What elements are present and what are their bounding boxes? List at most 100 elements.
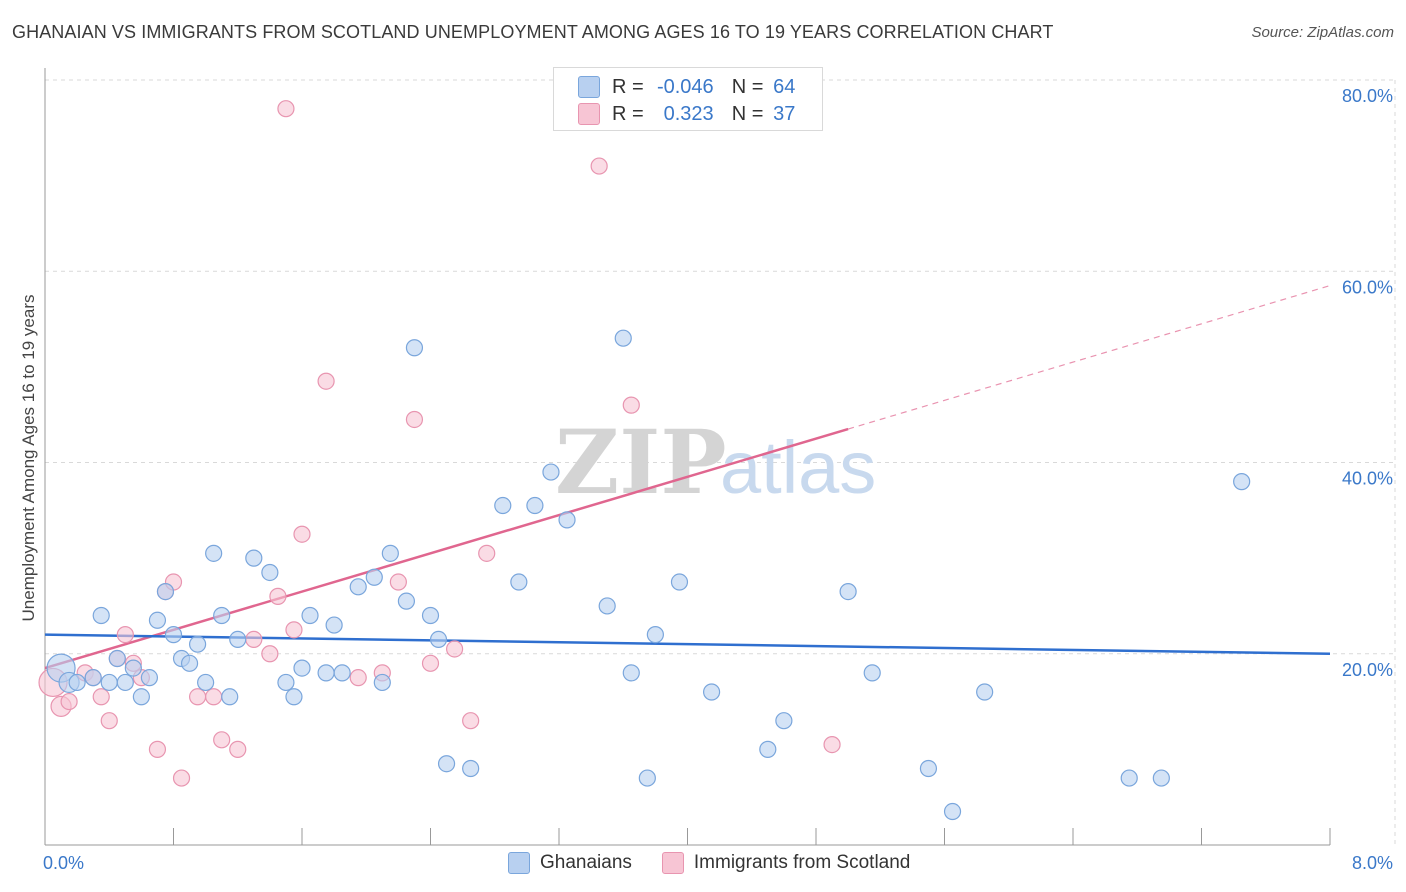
ghanaians-point bbox=[213, 606, 231, 625]
axes bbox=[44, 68, 1331, 846]
ghanaians-point bbox=[156, 582, 175, 601]
series-label-scotland[interactable]: Immigrants from Scotland bbox=[693, 852, 911, 873]
ghanaians-point bbox=[421, 606, 440, 625]
scotland-point bbox=[349, 669, 367, 687]
correlation-legend: R = -0.046 N = 64 R = 0.323 N = 37 bbox=[553, 67, 823, 131]
legend-n-label: N = bbox=[731, 75, 764, 98]
ghanaians-point bbox=[510, 573, 528, 591]
scotland-point bbox=[269, 587, 287, 605]
ghanaians-point bbox=[775, 712, 793, 730]
ghanaians-point bbox=[188, 635, 207, 653]
watermark-zip: ZIP bbox=[555, 410, 727, 514]
legend-n-label: N = bbox=[731, 102, 764, 125]
ghanaians-point bbox=[84, 669, 102, 687]
ghanaians-point bbox=[397, 592, 416, 610]
scotland-point bbox=[205, 688, 223, 706]
ghanaians-point bbox=[100, 673, 118, 692]
legend-row-ghanaians: R = -0.046 N = 64 bbox=[578, 74, 795, 100]
ghanaians-points bbox=[46, 329, 1251, 821]
scotland-point bbox=[405, 410, 424, 429]
scotland-point bbox=[293, 525, 311, 543]
chart-title: GHANAIAN VS IMMIGRANTS FROM SCOTLAND UNE… bbox=[12, 22, 1054, 42]
ghanaians-point bbox=[140, 669, 159, 687]
y-tick-label: 40.0% bbox=[1342, 469, 1393, 489]
ghanaians-point bbox=[285, 688, 303, 706]
ghanaians-point bbox=[116, 673, 134, 692]
scotland-point bbox=[100, 712, 118, 730]
ghanaians-point bbox=[839, 582, 857, 601]
ghanaians-point bbox=[622, 664, 640, 682]
ghanaians-point bbox=[759, 740, 777, 758]
ghanaians-point bbox=[638, 769, 656, 787]
source-credit: Source: ZipAtlas.com bbox=[1251, 24, 1394, 41]
ghanaians-point bbox=[943, 802, 962, 821]
watermark-atlas: atlas bbox=[720, 426, 876, 509]
ghanaians-point bbox=[558, 511, 576, 529]
legend-r-value: 0.323 bbox=[663, 102, 714, 125]
scotland-point bbox=[285, 621, 303, 639]
legend-r-label: R = bbox=[612, 75, 644, 98]
scotland-point bbox=[188, 688, 207, 706]
scotland-point bbox=[445, 640, 464, 658]
ghanaians-point bbox=[494, 496, 512, 515]
ghanaians-point bbox=[124, 659, 142, 677]
ghanaians-point bbox=[92, 606, 110, 625]
series-swatch-ghanaians[interactable] bbox=[508, 852, 530, 874]
scotland-point bbox=[823, 735, 841, 754]
ghanaians-point bbox=[1233, 473, 1251, 491]
ghanaians-point bbox=[333, 664, 351, 682]
ghanaians-point bbox=[245, 549, 263, 567]
ghanaians-point bbox=[863, 664, 881, 682]
legend-n-value: 64 bbox=[773, 75, 796, 98]
scotland-point bbox=[622, 396, 640, 414]
ghanaians-point bbox=[1120, 769, 1138, 787]
ghanaians-point bbox=[349, 578, 367, 596]
ghanaians-point bbox=[373, 673, 391, 692]
scotland-point bbox=[229, 740, 247, 758]
scotland-point bbox=[92, 688, 110, 706]
scotland-trend-extension bbox=[847, 285, 1331, 430]
ghanaians-point bbox=[598, 597, 616, 615]
tick-labels: 20.0% 40.0% 60.0% 80.0% 0.0% 8.0% bbox=[43, 86, 1393, 873]
scotland-point bbox=[148, 740, 167, 758]
scotland-point bbox=[590, 157, 608, 175]
scotland-point bbox=[213, 731, 231, 749]
legend-r-label: R = bbox=[612, 102, 644, 125]
ghanaians-point bbox=[164, 626, 183, 644]
ghanaians-point bbox=[325, 616, 343, 634]
legend-row-scotland: R = 0.323 N = 37 bbox=[578, 101, 795, 127]
x-tick-label-max: 8.0% bbox=[1352, 853, 1393, 873]
series-swatch-scotland[interactable] bbox=[661, 852, 684, 874]
ghanaians-point bbox=[381, 544, 399, 562]
scotland-point bbox=[60, 692, 78, 711]
ghanaians-point bbox=[462, 759, 480, 778]
ghanaians-point bbox=[301, 606, 319, 625]
ghanaians-point bbox=[293, 659, 311, 677]
y-tick-label: 60.0% bbox=[1342, 277, 1393, 297]
series-label-ghanaians[interactable]: Ghanaians bbox=[540, 852, 632, 873]
legend-r-value: -0.046 bbox=[656, 75, 714, 98]
ghanaians-point bbox=[437, 755, 456, 773]
y-tick-label: 80.0% bbox=[1342, 86, 1393, 106]
ghanaians-point bbox=[919, 759, 938, 778]
ghanaians-point bbox=[277, 673, 295, 692]
ghanaians-point bbox=[542, 463, 560, 481]
series-legend: Ghanaians Immigrants from Scotland bbox=[508, 852, 910, 874]
scotland-point bbox=[462, 712, 480, 730]
scotland-point bbox=[245, 630, 263, 649]
ghanaians-point bbox=[365, 568, 383, 586]
y-axis-label: Unemployment Among Ages 16 to 19 years bbox=[19, 295, 38, 622]
ghanaians-point bbox=[261, 563, 279, 582]
scotland-point bbox=[317, 372, 335, 390]
scotland-point bbox=[478, 544, 496, 562]
ghanaians-point bbox=[68, 673, 86, 692]
legend-swatch-blue bbox=[578, 76, 600, 98]
ghanaians-point bbox=[670, 573, 689, 591]
ghanaians-point bbox=[646, 626, 664, 644]
x-tick-label-min: 0.0% bbox=[43, 853, 84, 873]
scotland-point bbox=[172, 769, 191, 787]
scotland-point bbox=[421, 654, 440, 672]
ghanaians-point bbox=[976, 683, 994, 701]
